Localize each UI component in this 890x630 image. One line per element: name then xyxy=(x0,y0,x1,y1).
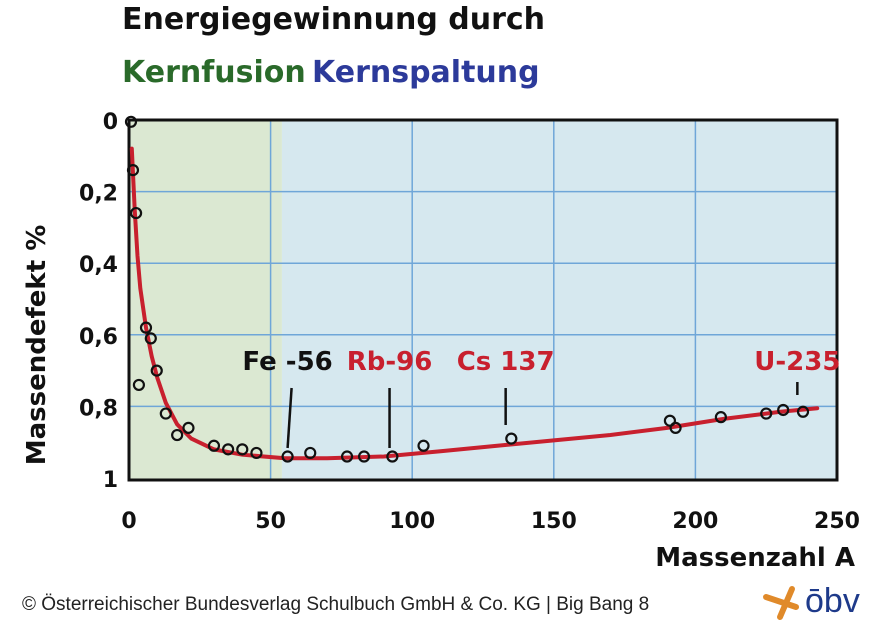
data-point xyxy=(760,407,773,420)
annotation-label: U-235 xyxy=(754,347,840,377)
data-point xyxy=(222,443,235,456)
annotation-marker xyxy=(286,387,293,449)
data-point xyxy=(796,405,810,418)
x-tick-label: 150 xyxy=(531,509,577,534)
data-point xyxy=(281,450,294,463)
data-point xyxy=(207,439,221,452)
y-tick-label: 0,4 xyxy=(79,253,118,278)
chart-title: Energiegewinnung durch xyxy=(122,2,546,37)
x-tick-label: 250 xyxy=(814,509,860,534)
data-point xyxy=(340,450,354,463)
data-point xyxy=(132,378,146,392)
region-kernspaltung xyxy=(281,120,838,480)
plot-frame xyxy=(127,118,839,482)
data-point xyxy=(124,115,138,128)
x-tick-label: 0 xyxy=(121,509,136,534)
data-point xyxy=(417,439,430,452)
data-point xyxy=(714,411,727,424)
copyright-footer: © Österreichischer Bundesverlag Schulbuc… xyxy=(22,594,650,615)
x-tick-label: 100 xyxy=(389,509,435,534)
annotation-label: Cs 137 xyxy=(457,347,555,377)
data-point xyxy=(129,206,143,220)
data-point xyxy=(304,446,317,460)
chart: 0 50 100 150 200 250 0 0,2 0,4 0,6 0,8 1 Fe -56 Rb-9… xyxy=(22,110,860,573)
data-point xyxy=(139,321,153,334)
y-tick-label: 0,6 xyxy=(79,325,118,350)
data-point xyxy=(669,421,682,434)
region-kernfusion xyxy=(129,120,282,480)
y-tick-label: 0,2 xyxy=(79,182,118,207)
annotation-label: Rb-96 xyxy=(347,347,433,377)
data-point xyxy=(357,450,371,463)
annotation-label: Fe -56 xyxy=(242,347,332,377)
data-point xyxy=(386,450,399,463)
x-tick-label: 200 xyxy=(672,509,718,534)
data-point xyxy=(144,332,157,345)
data-point xyxy=(126,164,140,177)
data-point xyxy=(150,364,163,377)
subtitle-fission: Kernspaltung xyxy=(312,55,540,90)
data-point xyxy=(171,428,184,442)
data-point xyxy=(505,432,518,445)
y-tick-label: 1 xyxy=(103,468,118,493)
subtitle-fusion: Kernfusion xyxy=(122,55,306,90)
x-axis-label: Massenzahl A xyxy=(655,543,855,573)
data-point xyxy=(182,421,195,434)
data-point xyxy=(250,446,263,460)
y-tick-label: 0 xyxy=(103,110,118,135)
x-tick-label: 50 xyxy=(255,509,286,534)
obv-logo: ōbv xyxy=(805,582,860,620)
data-point xyxy=(777,403,790,417)
obv-logo-icon xyxy=(763,586,799,620)
y-axis-label: Massendefekt % xyxy=(22,225,52,466)
y-tick-label: 0,8 xyxy=(79,396,118,421)
data-point xyxy=(159,407,172,420)
data-point xyxy=(236,443,249,456)
